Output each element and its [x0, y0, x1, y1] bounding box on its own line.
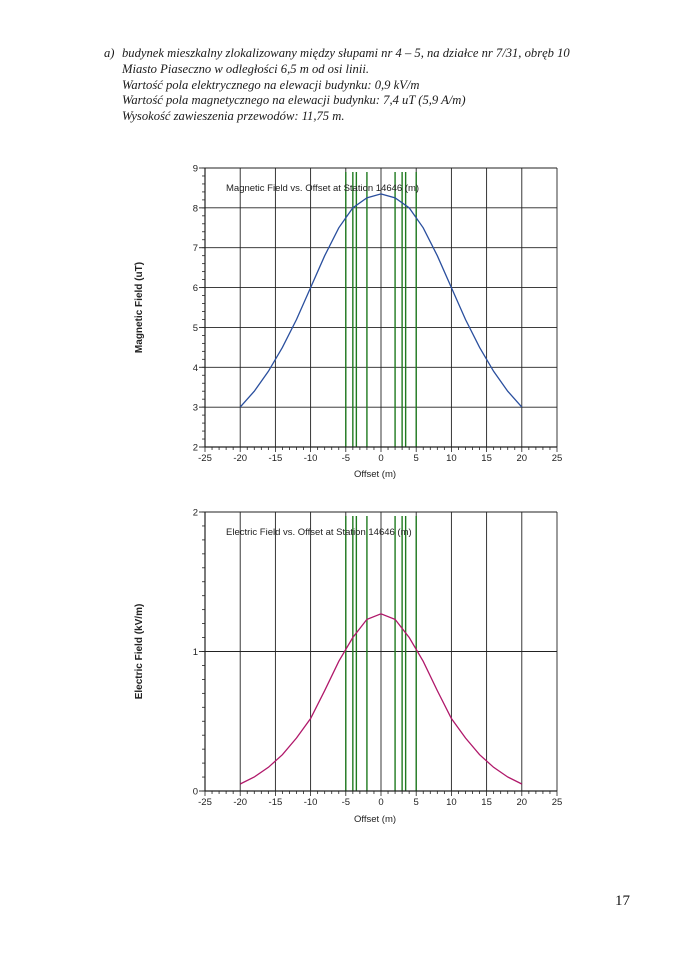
page-number: 17	[615, 893, 630, 909]
x-tick-label: 20	[517, 453, 528, 464]
x-tick-label: 25	[552, 797, 563, 808]
x-tick-label: 15	[481, 797, 492, 808]
y-tick-label: 6	[193, 283, 198, 294]
y-tick-label: 9	[193, 164, 198, 175]
y-tick-label: 7	[193, 243, 198, 254]
x-tick-label: 5	[414, 797, 419, 808]
header-line-2: Miasto Piaseczno w odległości 6,5 m od o…	[122, 61, 369, 76]
header-line-4: Wartość pola magnetycznego na elewacji b…	[122, 93, 466, 108]
y-tick-label: 2	[193, 508, 198, 519]
x-tick-label: -20	[233, 453, 247, 464]
y-tick-label: 0	[193, 787, 198, 798]
x-tick-label: 5	[414, 453, 419, 464]
y-axis-label: Magnetic Field (uT)	[134, 262, 145, 353]
x-tick-label: 25	[552, 453, 563, 464]
x-tick-label: -25	[198, 453, 212, 464]
x-axis-label: Offset (m)	[354, 469, 396, 480]
x-axis-label: Offset (m)	[354, 814, 396, 825]
x-tick-label: -10	[304, 453, 318, 464]
x-tick-label: 0	[378, 797, 383, 808]
x-tick-label: -15	[269, 797, 283, 808]
header-line-1: a) budynek mieszkalny zlokalizowany międz…	[104, 46, 570, 60]
x-tick-label: 15	[481, 453, 492, 464]
x-tick-label: -15	[269, 453, 283, 464]
data-series-line	[239, 613, 523, 785]
chart-title: Electric Field vs. Offset at Station 146…	[226, 527, 412, 538]
x-tick-label: 0	[378, 453, 383, 464]
header-text: a) budynek mieszkalny zlokalizowany międz…	[104, 46, 644, 125]
x-tick-label: 20	[517, 797, 528, 808]
x-tick-label: -20	[233, 797, 247, 808]
y-axis-label: Electric Field (kV/m)	[134, 604, 145, 700]
y-tick-label: 5	[193, 323, 198, 334]
electric-field-chart: -25 -20 -15 -10 -5 0 5 10 15 20 25 0 1 2 Electric Fiel…	[134, 508, 562, 826]
y-tick-label: 4	[193, 363, 198, 374]
data-series-line	[239, 193, 523, 408]
header-line-5: Wysokość zawieszenia przewodów: 11,75 m.	[122, 109, 345, 124]
y-tick-label: 8	[193, 203, 198, 214]
y-tick-label: 3	[193, 403, 198, 414]
x-tick-label: 10	[446, 453, 457, 464]
x-tick-label: -25	[198, 797, 212, 808]
chart-title: Magnetic Field vs. Offset at Station 146…	[226, 183, 419, 194]
item-prefix: a)	[104, 46, 115, 60]
x-tick-label: -10	[304, 797, 318, 808]
x-tick-label: -5	[342, 797, 350, 808]
y-tick-label: 1	[193, 647, 198, 658]
magnetic-field-chart: -25 -20 -15 -10 -5 0 5 10 15 20 25 2 3 4 5 6 7 8 9 Magnetic…	[134, 164, 562, 481]
header-line-3: Wartość pola elektrycznego na elewacji b…	[122, 77, 420, 92]
y-tick-label: 2	[193, 443, 198, 454]
x-tick-label: 10	[446, 797, 457, 808]
x-tick-label: -5	[342, 453, 350, 464]
